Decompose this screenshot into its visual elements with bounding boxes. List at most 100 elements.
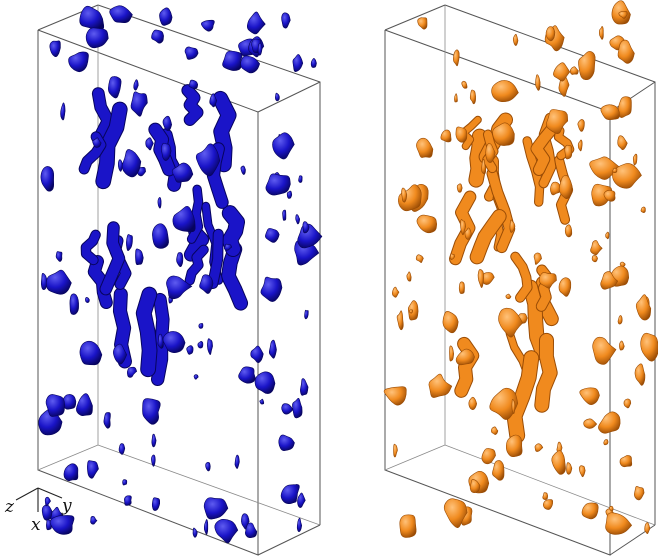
left-isosurface-blob — [151, 454, 156, 467]
left-isosurface-blob — [234, 454, 240, 469]
left-isosurface-blob — [222, 50, 243, 71]
left-isosurface-blob — [151, 497, 160, 511]
left-isosurface-blob — [162, 115, 173, 131]
right-isosurface-blob — [505, 293, 512, 300]
left-isosurface-blob — [172, 206, 196, 233]
right-isosurface-blob — [583, 418, 598, 429]
left-isosurface-blob — [245, 522, 258, 539]
right-isosurface-blob — [608, 505, 614, 512]
right-isosurface-blob — [442, 310, 459, 334]
right-vortex-tube — [535, 333, 557, 412]
right-isosurface-blob — [619, 455, 633, 468]
right-isosurface-blob — [640, 332, 658, 362]
left-isosurface-blob — [44, 496, 51, 507]
left-isosurface-blob — [45, 394, 66, 417]
left-panel — [37, 4, 323, 556]
left-isosurface-blob — [142, 398, 161, 425]
left-isosurface-blob — [85, 297, 90, 303]
right-isosurface-blob — [440, 129, 452, 143]
left-isosurface-blob — [280, 484, 300, 505]
right-isosurface-blob — [623, 398, 632, 409]
right-isosurface-blob — [617, 39, 635, 64]
left-isosurface-blob — [49, 40, 61, 58]
right-isosurface-blob — [551, 450, 566, 475]
right-isosurface-blob — [644, 522, 651, 535]
left-isosurface-blob — [76, 393, 93, 416]
left-isosurface-blob — [195, 143, 221, 177]
left-vortex-tube — [100, 222, 125, 295]
left-isosurface-blob — [197, 341, 204, 349]
right-isosurface-blob — [512, 33, 519, 46]
left-isosurface-blob — [161, 142, 172, 161]
right-isosurface-blob — [449, 253, 455, 260]
left-vortex-tube — [81, 230, 100, 265]
right-isosurface-blob — [509, 219, 516, 233]
left-isosurface-blob — [281, 403, 294, 415]
right-isosurface-blob — [605, 512, 633, 535]
right-isosurface-blob — [619, 340, 625, 351]
right-isosurface-blob — [634, 363, 646, 386]
right-vortex-tube — [531, 122, 559, 175]
right-isosurface-blob — [590, 240, 603, 256]
right-isosurface-blob — [498, 307, 524, 338]
right-isosurface-blob — [399, 514, 417, 538]
right-isosurface-blob — [592, 336, 617, 365]
right-vortex-tube — [507, 351, 539, 443]
right-isosurface-blob — [453, 49, 460, 67]
left-isosurface-blob — [157, 333, 164, 349]
left-isosurface-blob — [310, 58, 317, 68]
left-isosurface-blob — [151, 29, 164, 44]
right-isosurface-blob — [505, 434, 523, 458]
right-isosurface-blob — [460, 219, 466, 236]
right-isosurface-blob — [605, 231, 610, 240]
left-isosurface-blob — [286, 190, 293, 199]
right-isosurface-blob — [600, 104, 620, 121]
left-isosurface-blob — [40, 166, 55, 192]
right-vortex-tube — [523, 280, 550, 361]
right-isosurface-blob — [469, 479, 481, 493]
left-isosurface-blob — [240, 55, 261, 74]
axes-triad: z x y — [4, 487, 72, 535]
left-isosurface-blob — [79, 340, 103, 366]
left-isosurface-blob — [295, 214, 301, 225]
right-isosurface-blob — [603, 190, 616, 202]
left-vortex-tube — [222, 206, 244, 256]
right-isosurface-blob — [558, 277, 572, 297]
right-isosurface-blob — [416, 214, 438, 234]
left-isosurface-blob — [201, 19, 215, 32]
right-isosurface-blob — [511, 399, 516, 414]
right-isosurface-blob — [391, 286, 400, 298]
left-isosurface-blob — [214, 518, 239, 544]
right-isosurface-blob — [553, 62, 571, 82]
left-isosurface-blob — [90, 515, 98, 525]
left-isosurface-blob — [296, 517, 303, 533]
right-isosurface-blob — [469, 89, 476, 105]
left-isosurface-blob — [62, 394, 77, 410]
left-isosurface-blob — [108, 76, 122, 99]
right-isosurface-blob — [449, 345, 455, 362]
left-isosurface-blob — [203, 519, 209, 535]
right-vortex-tube — [469, 129, 487, 187]
right-vortex-tube — [487, 168, 515, 253]
left-isosurface-blob — [241, 513, 250, 530]
right-isosurface-blob — [542, 492, 549, 500]
left-isosurface-blob — [203, 497, 229, 520]
left-isosurface-blob — [186, 345, 194, 355]
right-vortex-tube — [470, 210, 506, 264]
left-isosurface-blob — [63, 463, 79, 482]
right-isosurface-blob — [578, 465, 586, 478]
left-isosurface-blob — [124, 495, 132, 506]
left-isosurface-blob — [122, 479, 128, 486]
right-isosurface-blob — [492, 122, 515, 146]
left-isosurface-blob — [45, 269, 72, 295]
right-isosurface-blob — [542, 499, 554, 510]
left-isosurface-blob — [41, 504, 53, 521]
right-isosurface-blob — [618, 10, 628, 19]
left-vortex-tube — [149, 123, 176, 176]
left-vortex-tube — [187, 185, 203, 243]
left-isosurface-blob — [272, 132, 295, 160]
right-isosurface-blob — [566, 462, 573, 475]
right-isosurface-blob — [393, 443, 398, 458]
right-isosurface-blob — [461, 80, 468, 89]
right-isosurface-blob — [409, 309, 414, 314]
